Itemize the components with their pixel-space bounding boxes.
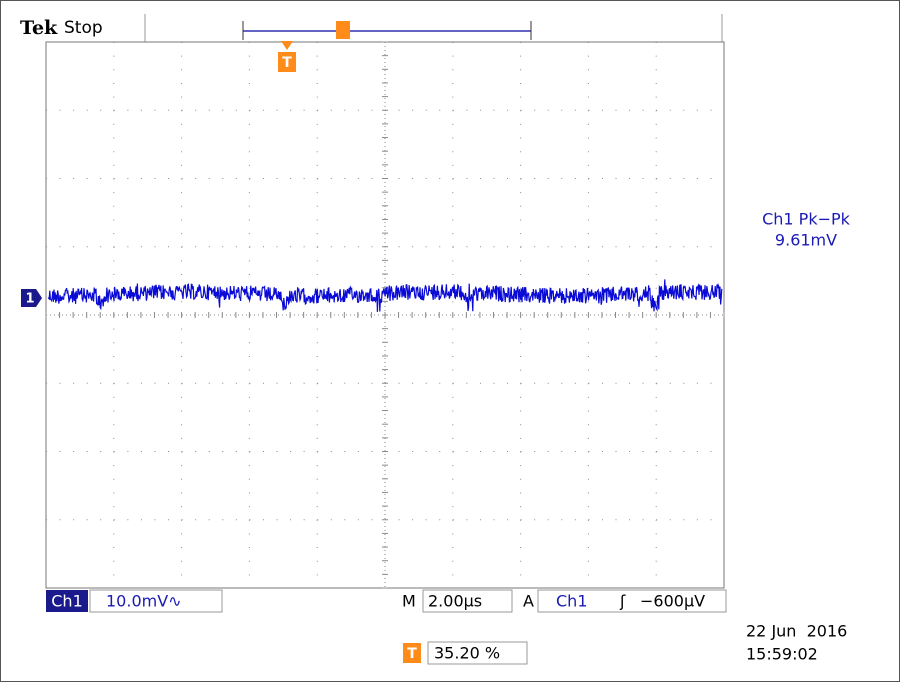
trigger-box bbox=[537, 589, 727, 613]
channel-box bbox=[46, 590, 88, 612]
trigger-source: Ch1 bbox=[556, 592, 588, 611]
trigger-level: −600µV bbox=[640, 592, 705, 611]
trigger-pos-marker: T bbox=[407, 646, 417, 662]
trigger-position: 35.20 % bbox=[434, 644, 500, 663]
timebase-prefix: M bbox=[402, 592, 416, 611]
scale: 10.0mV∿ bbox=[106, 592, 182, 611]
trigger-marker-box bbox=[278, 52, 296, 72]
grid bbox=[45, 41, 725, 589]
measurement-label: Ch1 Pk−Pk bbox=[762, 210, 851, 229]
date: 22 Jun 2016 bbox=[746, 622, 847, 641]
time: 15:59:02 bbox=[746, 645, 818, 664]
measurement-value: 9.61mV bbox=[775, 231, 837, 250]
view-marker bbox=[336, 21, 350, 39]
scale-box bbox=[89, 589, 223, 613]
trigger-slope: ʃ bbox=[619, 592, 626, 611]
channel-marker-box bbox=[21, 289, 42, 307]
status: Stop bbox=[64, 18, 103, 38]
channel-marker: 1 bbox=[25, 292, 34, 307]
channel: Ch1 bbox=[51, 592, 83, 611]
brand: Tek bbox=[20, 17, 58, 39]
trigger-marker: T bbox=[282, 55, 292, 71]
timebase: 2.00µs bbox=[428, 592, 482, 611]
trigger-arrow bbox=[281, 41, 293, 50]
trigger-prefix: A bbox=[523, 592, 534, 611]
trigger-pos-marker-box bbox=[403, 643, 421, 663]
waveform bbox=[47, 279, 723, 312]
timebase-box bbox=[422, 589, 513, 613]
trigger-pos-box bbox=[427, 641, 528, 665]
